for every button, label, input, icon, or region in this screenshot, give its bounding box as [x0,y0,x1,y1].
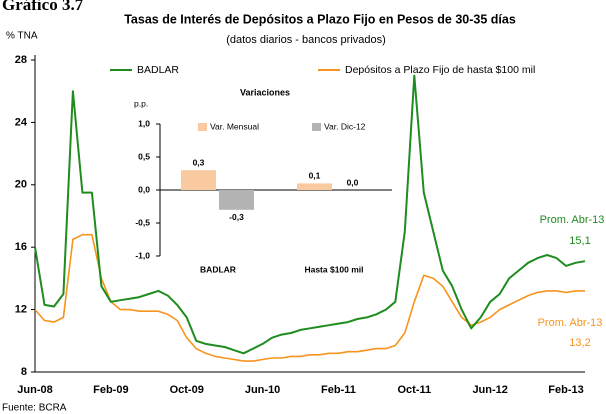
annotation: 15,1 [569,235,590,247]
inset-y-tick-label: -0,5 [135,217,150,227]
annotation: Prom. Abr-13 [538,317,603,329]
y-tick-label: 12 [15,304,27,316]
inset-y-tick-label: -1,0 [135,250,150,260]
line-series [34,74,586,355]
figure-label: Gráfico 3.7 [2,0,84,14]
bar [297,183,332,190]
legend-swatch [198,123,207,131]
x-tick-label: Jun-10 [245,384,280,396]
bar [181,170,216,190]
inset-y-label: p.p. [134,98,148,108]
value-label: 0,1 [309,171,321,181]
inset-y-tick-label: 1,0 [138,118,150,128]
inset-category-label: BADLAR [200,264,236,274]
legend-label: Depósitos a Plazo Fijo de hasta $100 mil [345,64,535,76]
x-tick-label: Feb-13 [548,384,583,396]
value-label: -0,3 [229,212,244,222]
inset-category-label: Hasta $100 mil [304,264,363,274]
line-series [34,233,585,362]
inset-y-tick-label: 0,5 [138,151,150,161]
y-axis-label: % TNA [6,31,38,42]
y-tick-label: 24 [15,116,28,128]
x-tick-label: Oct-09 [170,384,204,396]
inset-y-tick-label: 0,0 [138,184,150,194]
chart-subtitle: (datos diarios - bancos privados) [226,34,386,46]
y-tick-label: 8 [21,366,27,378]
y-tick-label: 20 [15,179,27,191]
x-tick-label: Feb-11 [321,384,356,396]
bar [219,190,254,210]
x-tick-label: Feb-09 [93,384,128,396]
source: Fuente: BCRA [2,403,67,414]
y-tick-label: 16 [15,241,27,253]
legend-label: Var. Dic-12 [324,121,366,131]
x-tick-label: Jun-08 [17,384,52,396]
value-label: 0,3 [193,157,205,167]
value-label: 0,0 [347,177,359,187]
annotation: 13,2 [569,337,590,349]
legend-label: Var. Mensual [210,121,259,131]
y-tick-label: 28 [15,54,27,66]
chart-title: Tasas de Interés de Depósitos a Plazo Fi… [124,12,516,26]
inset-title: Variaciones [240,87,290,97]
annotation: Prom. Abr-13 [540,214,605,226]
x-tick-label: Oct-11 [397,384,431,396]
x-tick-label: Jun-12 [472,384,507,396]
legend-label: BADLAR [137,64,179,76]
legend-swatch [312,123,321,131]
